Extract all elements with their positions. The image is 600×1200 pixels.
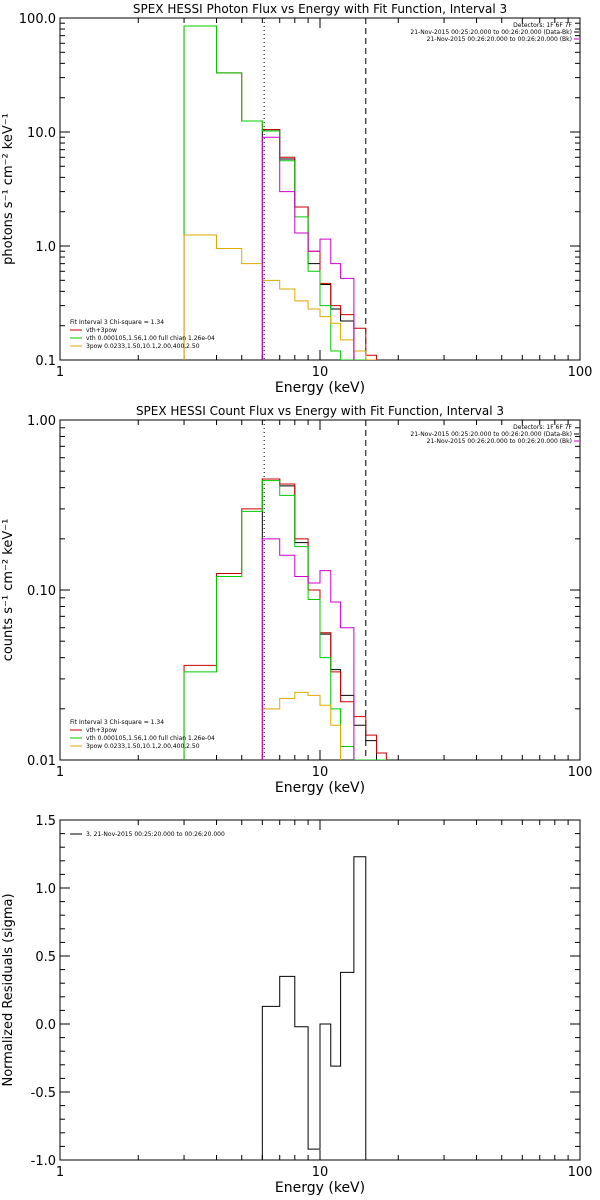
y-tick-label: 1.0 (35, 882, 56, 897)
x-tick-label: 1 (56, 365, 64, 380)
y-tick-label: 0.0 (35, 1018, 56, 1033)
series-2-step-line (183, 25, 377, 360)
info-line-2: 21-Nov-2015 00:26:20.000 to 00:26:20.000… (427, 438, 572, 445)
y-axis-label: Normalized Residuals (sigma) (1, 893, 16, 1086)
x-tick-label: 1 (56, 1165, 64, 1180)
chart-title: SPEX HESSI Photon Flux vs Energy with Fi… (133, 2, 507, 16)
series-1-step-line (183, 25, 378, 360)
chart-title: SPEX HESSI Count Flux vs Energy with Fit… (136, 404, 504, 418)
series-1-step-line (183, 478, 387, 760)
chart-panel-3: 1 10 100 Energy (keV) -1.0 -0.5 0.0 0.5 1.0 1.5 No… (1, 814, 592, 1196)
series-group (183, 25, 378, 360)
y-tick-label: 10.0 (27, 126, 56, 141)
fit-legend-entry: vth 0.000105,1.56,1.00 full chian 1.26e-… (86, 335, 215, 342)
chart-panel-2: SPEX HESSI Count Flux vs Energy with Fit… (1, 404, 592, 796)
y-tick-label: -0.5 (31, 1086, 56, 1101)
info-line-0: Detectors: 1F 6F 7F (513, 424, 572, 431)
x-axis: 1 10 100 (56, 420, 593, 780)
series-0-step-line (261, 856, 367, 1160)
fit-legend-entry: 3pow 0.0233,1.50,10.1,2.00,400,2.50 (86, 743, 200, 750)
x-tick-label: 10 (312, 765, 329, 780)
y-axis: 0.01 0.10 1.00 (27, 414, 580, 769)
x-axis-label: Energy (keV) (275, 1180, 365, 1196)
y-axis-label: photons s⁻¹ cm⁻² keV⁻¹ (1, 113, 16, 265)
y-tick-label: 0.01 (27, 754, 56, 769)
x-axis: 1 10 100 (56, 18, 593, 380)
y-axis: 0.1 1.0 10.0 100.0 (19, 12, 580, 369)
x-tick-label: 100 (568, 765, 593, 780)
series-2-step-line (183, 480, 387, 760)
y-tick-label: 1.5 (35, 814, 56, 829)
y-axis: -1.0 -0.5 0.0 0.5 1.0 1.5 (31, 814, 580, 1169)
y-tick-label: 100.0 (19, 12, 56, 27)
series-3-step-line (261, 691, 342, 760)
x-tick-label: 100 (568, 1165, 593, 1180)
y-tick-label: 1.0 (35, 240, 56, 255)
series-4-step-line (261, 538, 355, 760)
x-tick-label: 10 (312, 1165, 329, 1180)
x-axis: 1 10 100 (56, 820, 593, 1180)
fit-legend-header: Fit Interval 3 Chi-square = 1.34 (70, 719, 164, 726)
y-tick-label: 0.5 (35, 950, 56, 965)
x-axis-label: Energy (keV) (275, 380, 365, 396)
info-line-1: 21-Nov-2015 00:25:20.000 to 00:26:20.000… (410, 431, 572, 438)
series-4-step-line (261, 136, 355, 360)
info-line-2: 21-Nov-2015 00:26:20.000 to 00:26:20.000… (427, 36, 572, 43)
y-axis-label: counts s⁻¹ cm⁻² keV⁻¹ (1, 519, 16, 662)
series-group (183, 478, 387, 760)
series-0-step-line (261, 478, 378, 760)
y-tick-label: -1.0 (31, 1154, 56, 1169)
y-tick-label: 0.1 (35, 354, 56, 369)
x-tick-label: 1 (56, 765, 64, 780)
fit-legend-entry: 3pow 0.0233,1.50,10.1,2.00,400,2.50 (86, 343, 200, 350)
chart-panel-1: SPEX HESSI Photon Flux vs Energy with Fi… (1, 2, 592, 396)
x-axis-label: Energy (keV) (275, 780, 365, 796)
series-group (261, 856, 367, 1160)
fit-legend-entry: vth+3pow (86, 727, 117, 734)
x-tick-label: 100 (568, 365, 593, 380)
legend-entry: 3, 21-Nov-2015 00:25:20.000 to 00:26:20.… (86, 831, 225, 838)
y-tick-label: 0.10 (27, 584, 56, 599)
y-tick-label: 1.00 (27, 414, 56, 429)
fit-legend-entry: vth+3pow (86, 327, 117, 334)
info-line-0: Detectors: 1F 6F 7F (513, 22, 572, 29)
x-tick-label: 10 (312, 365, 329, 380)
fit-legend-header: Fit Interval 3 Chi-square = 1.34 (70, 319, 164, 326)
info-line-1: 21-Nov-2015 00:25:20.000 to 00:26:20.000… (410, 29, 572, 36)
fit-legend-entry: vth 0.000105,1.56,1.00 full chian 1.26e-… (86, 735, 215, 742)
